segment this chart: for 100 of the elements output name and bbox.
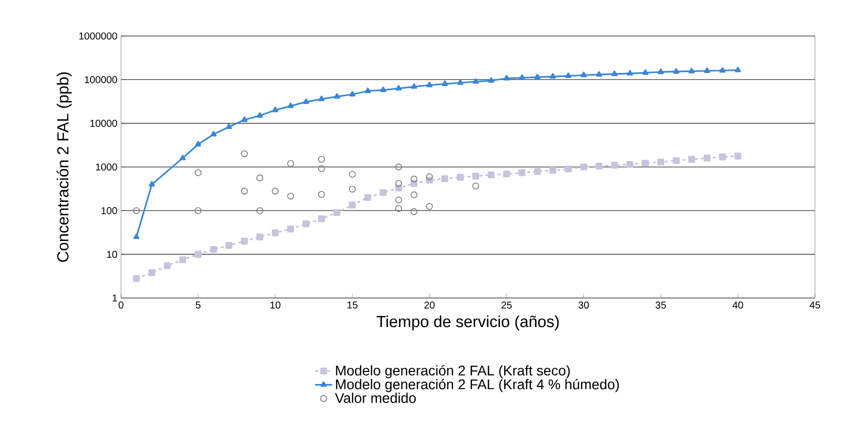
point xyxy=(303,98,310,104)
point xyxy=(395,180,402,187)
point xyxy=(272,229,279,236)
point xyxy=(626,70,633,76)
point xyxy=(240,238,248,245)
point xyxy=(472,78,479,84)
y-axis-title: Concentración 2 FAL (ppb) xyxy=(56,72,72,262)
y-tick-label: 10000 xyxy=(90,120,118,127)
point xyxy=(672,157,680,164)
point xyxy=(504,74,510,80)
point xyxy=(318,191,325,198)
x-tick-label: 40 xyxy=(732,302,744,309)
point xyxy=(688,156,696,163)
point xyxy=(611,70,618,76)
point xyxy=(395,205,402,212)
point xyxy=(256,207,264,214)
point xyxy=(349,90,356,96)
y-tick-label: 1000 xyxy=(96,163,118,171)
point xyxy=(132,207,140,214)
point xyxy=(179,256,186,264)
point xyxy=(456,174,464,181)
point xyxy=(719,67,726,73)
point xyxy=(426,173,433,180)
x-tick-label: 35 xyxy=(656,302,666,309)
point xyxy=(164,262,171,270)
point xyxy=(565,72,572,78)
point xyxy=(287,160,294,167)
point xyxy=(348,202,356,208)
point xyxy=(518,74,526,80)
point xyxy=(518,169,526,176)
y-tick-label: 100 xyxy=(102,207,118,214)
point xyxy=(580,72,587,78)
point xyxy=(210,130,217,136)
point xyxy=(410,176,418,182)
point xyxy=(580,164,588,170)
y-tick-label: 1000000 xyxy=(79,32,118,40)
point xyxy=(133,234,140,240)
point xyxy=(302,220,310,228)
point xyxy=(534,168,541,175)
point xyxy=(194,207,202,214)
point xyxy=(272,106,278,112)
point xyxy=(596,162,602,170)
point xyxy=(380,86,386,92)
point xyxy=(673,68,680,74)
point xyxy=(318,165,325,172)
point xyxy=(734,66,741,72)
point xyxy=(348,170,356,178)
point xyxy=(564,166,572,172)
point xyxy=(256,174,264,182)
point xyxy=(426,82,432,88)
point xyxy=(457,79,464,85)
point xyxy=(334,93,340,99)
legend-label: Valor medido xyxy=(334,392,416,403)
point xyxy=(642,160,649,167)
point xyxy=(133,275,140,282)
point xyxy=(194,250,202,258)
point xyxy=(364,88,371,94)
point xyxy=(657,158,664,166)
point xyxy=(241,116,248,122)
point xyxy=(442,80,448,86)
point xyxy=(380,189,387,196)
point xyxy=(410,208,418,216)
x-axis-title: Tiempo de servicio (años) xyxy=(376,315,559,330)
point xyxy=(550,73,556,79)
point xyxy=(488,77,494,83)
y-tick-label: 100000 xyxy=(84,76,118,84)
point xyxy=(658,68,664,74)
point xyxy=(226,123,232,129)
point xyxy=(395,164,402,170)
point xyxy=(396,85,402,91)
point xyxy=(240,150,248,158)
point xyxy=(704,67,710,73)
point xyxy=(704,154,710,162)
point xyxy=(472,172,480,180)
point xyxy=(611,162,618,169)
point xyxy=(210,246,217,253)
point xyxy=(180,154,186,160)
point xyxy=(194,169,202,176)
point xyxy=(488,171,495,178)
point xyxy=(272,188,279,195)
x-tick-label: 30 xyxy=(578,302,589,309)
x-tick-label: 25 xyxy=(502,302,512,309)
point xyxy=(549,166,556,174)
x-tick-label: 15 xyxy=(348,302,358,308)
point xyxy=(596,71,602,77)
point xyxy=(410,83,418,89)
point xyxy=(503,170,510,178)
point xyxy=(256,112,263,118)
x-tick-label: 10 xyxy=(270,302,280,309)
point xyxy=(287,226,294,232)
x-tick-label: 0 xyxy=(118,302,124,309)
point xyxy=(719,154,726,160)
point xyxy=(256,234,264,240)
point xyxy=(626,160,634,168)
point xyxy=(410,191,418,198)
point xyxy=(472,182,480,190)
point xyxy=(226,242,232,249)
y-tick-label: 1 xyxy=(112,294,117,302)
point xyxy=(395,196,402,204)
point xyxy=(426,202,433,210)
